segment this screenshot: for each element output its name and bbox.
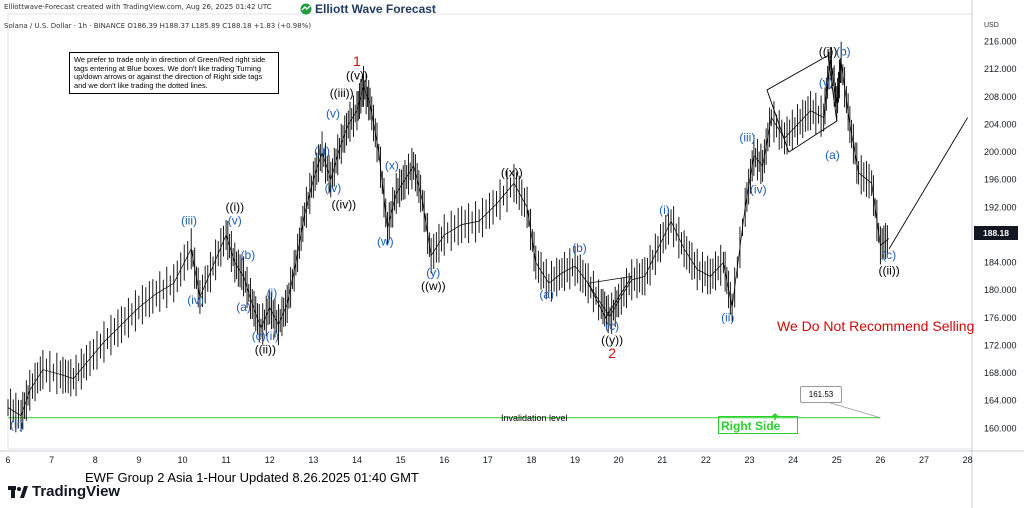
wave-label: (v): [819, 76, 833, 90]
wave-label: (iv): [325, 181, 342, 195]
y-tick-label: 216.000: [984, 37, 1017, 47]
x-tick-label: 7: [49, 455, 54, 465]
y-tick-label: 200.000: [984, 147, 1017, 157]
wave-label: 1: [353, 53, 361, 69]
x-tick-label: 10: [177, 455, 187, 465]
x-tick-label: 25: [832, 455, 842, 465]
wave-label: ((ii)): [255, 343, 276, 357]
wave-triangle: [587, 275, 633, 319]
wave-label: ((i)): [819, 44, 838, 58]
warning-text: We Do Not Recommend Selling: [777, 318, 975, 334]
y-tick-label: 212.000: [984, 64, 1017, 74]
x-tick-label: 6: [5, 455, 10, 465]
y-tick-label: 160.000: [984, 423, 1017, 433]
x-tick-label: 16: [439, 455, 449, 465]
current-price-badge: 188.18: [974, 226, 1018, 240]
x-tick-label: 13: [308, 455, 318, 465]
wave-label: 2: [608, 345, 616, 361]
wave-label: (iii): [314, 144, 330, 158]
invalidation-label: Invalidation level: [501, 413, 568, 423]
wave-label: (i): [267, 286, 278, 300]
wave-label: (v): [326, 107, 340, 121]
created-by-text: Elliottwave-Forecast created with Tradin…: [4, 3, 272, 11]
right-side-tag: Right Side: [718, 416, 798, 434]
wave-label: (iii): [739, 131, 755, 145]
y-tick-label: 176.000: [984, 313, 1017, 323]
wave-label: (ii): [721, 310, 734, 324]
wave-label: ((y)): [601, 333, 623, 347]
tradingview-logo-text: TradingView: [32, 483, 121, 500]
x-tick-label: 27: [919, 455, 929, 465]
x-tick-label: 26: [875, 455, 885, 465]
wave-label: (b): [572, 241, 587, 255]
projection-line: [888, 117, 969, 249]
wave-label: (a): [539, 287, 554, 301]
x-tick-label: 11: [221, 455, 230, 465]
x-tick-label: 12: [265, 455, 275, 465]
y-tick-label: 172.000: [984, 340, 1017, 350]
wave-label: (iii): [181, 214, 197, 228]
wave-label: (a): [825, 148, 840, 162]
x-tick-label: 28: [963, 455, 973, 465]
wave-label: ((w)): [421, 279, 446, 293]
price-line: [7, 58, 890, 417]
tradingview-logo: TradingView: [8, 483, 120, 500]
wave-label: ((iii)): [330, 86, 354, 100]
wave-label: (iv): [187, 293, 204, 307]
invalidation-price-label: 161.53: [800, 386, 842, 403]
wave-label: (w): [377, 234, 394, 248]
wave-channel: [766, 54, 838, 153]
y-tick-label: 192.000: [984, 202, 1017, 212]
x-tick-label: 9: [136, 455, 141, 465]
x-tick-label: 14: [352, 455, 362, 465]
y-tick-label: 196.000: [984, 175, 1017, 185]
wave-label: (y): [426, 265, 440, 279]
wave-label: (a): [236, 300, 251, 314]
y-tick-label: 164.000: [984, 396, 1017, 406]
y-tick-label: 184.000: [984, 258, 1017, 268]
x-tick-label: 15: [396, 455, 406, 465]
brand: Elliott Wave Forecast: [300, 2, 436, 16]
wave-label: ((ii)): [878, 263, 899, 277]
wave-label: ((x)): [501, 165, 523, 179]
tradingview-logo-icon: [8, 485, 28, 498]
wave-label: (v): [228, 214, 242, 228]
x-tick-label: 20: [614, 455, 624, 465]
x-tick-label: 17: [483, 455, 493, 465]
x-tick-label: 24: [788, 455, 798, 465]
trading-note: We prefer to trade only in direction of …: [69, 52, 279, 95]
x-tick-label: 22: [701, 455, 711, 465]
brand-logo-icon: [300, 3, 312, 15]
wave-label: (x): [385, 158, 399, 172]
footer-caption: EWF Group 2 Asia 1-Hour Updated 8.26.202…: [85, 470, 419, 485]
wave-label: ((v)): [346, 69, 368, 83]
wave-label: ((iv)): [332, 198, 357, 212]
wave-label: (c): [605, 319, 619, 333]
wave-label: (b): [241, 248, 256, 262]
x-tick-label: 18: [526, 455, 536, 465]
wave-label: ((i)): [225, 200, 244, 214]
wave-label: (c): [882, 248, 896, 262]
wave-label: (c)(ii): [252, 329, 279, 343]
x-tick-label: 8: [93, 455, 98, 465]
y-tick-label: 204.000: [984, 119, 1017, 129]
wave-label: (iv): [750, 183, 767, 197]
wave-label: (ii): [10, 417, 23, 431]
currency-label: USD: [984, 22, 999, 29]
x-tick-label: 23: [745, 455, 755, 465]
y-tick-label: 208.000: [984, 92, 1017, 102]
y-tick-label: 168.000: [984, 368, 1017, 378]
x-tick-label: 19: [570, 455, 580, 465]
x-tick-label: 21: [657, 455, 667, 465]
wave-label: (b): [836, 44, 851, 58]
symbol-ohlc-line: Solana / U.S. Dollar · 1h · BINANCE O186…: [4, 22, 312, 30]
brand-name: Elliott Wave Forecast: [315, 2, 436, 16]
wave-label: (i): [659, 203, 670, 217]
y-tick-label: 180.000: [984, 285, 1017, 295]
